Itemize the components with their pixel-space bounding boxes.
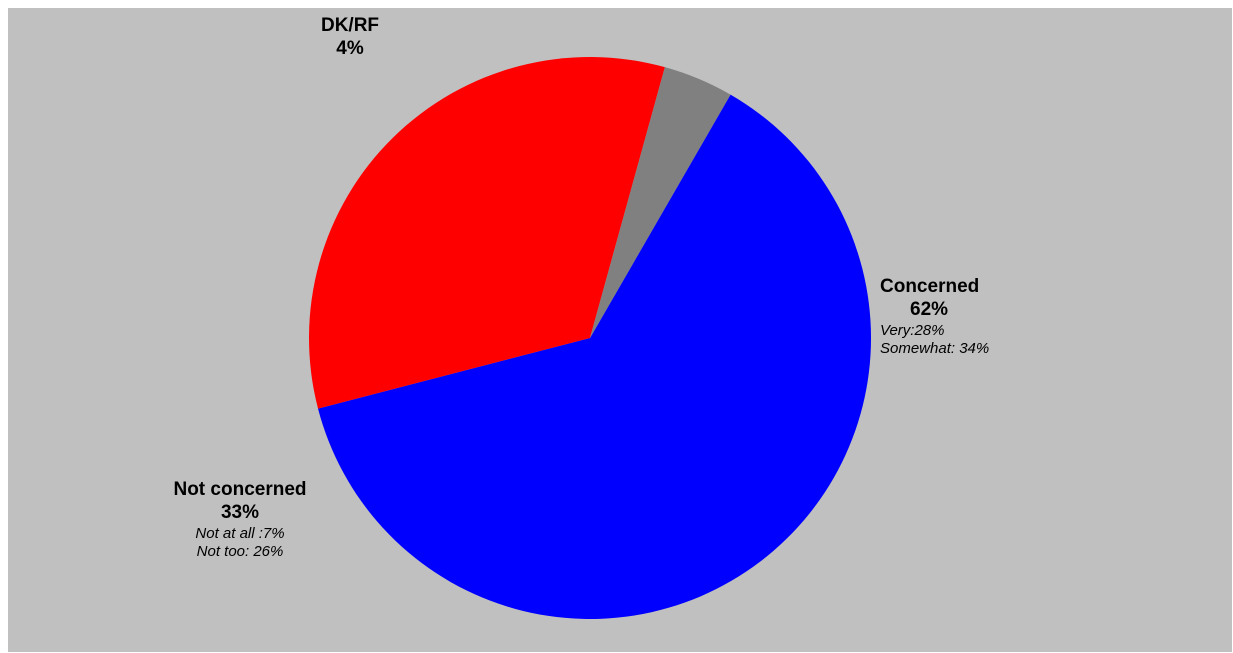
concerned-detail-very: Very:28% — [880, 321, 945, 339]
dkrf-name: DK/RF — [320, 15, 380, 36]
not-concerned-detail-not-too: Not too: 26% — [196, 542, 284, 560]
pie-slice-concerned — [318, 94, 872, 620]
concerned-label: Concerned 62% Very:28% Somewhat: 34% — [880, 276, 989, 358]
concerned-detail-somewhat: Somewhat: 34% — [880, 339, 990, 357]
not-concerned-name: Not concerned — [173, 479, 307, 500]
pie-slice-not-concerned — [309, 57, 665, 409]
pie-slice-dkrf — [590, 67, 731, 338]
dkrf-label: DK/RF 4% — [300, 15, 400, 61]
not-concerned-label: Not concerned 33% Not at all :7% Not too… — [140, 479, 340, 561]
dkrf-percent: 4% — [336, 37, 364, 59]
not-concerned-detail-not-at-all: Not at all :7% — [195, 524, 285, 542]
concerned-name: Concerned — [880, 276, 980, 297]
not-concerned-percent: 33% — [220, 501, 260, 523]
concerned-percent: 62% — [910, 298, 949, 320]
